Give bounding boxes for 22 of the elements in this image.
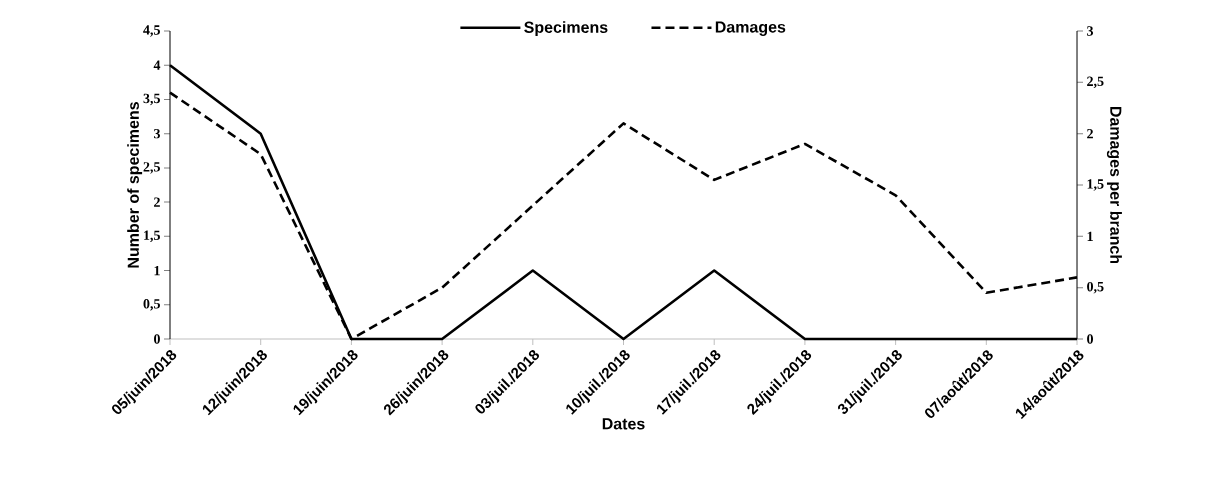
y-tick-label: 3,5 (143, 93, 160, 106)
y2-tick-label: 2,5 (1087, 76, 1104, 89)
y2-tick-label: 1 (1087, 231, 1093, 241)
y-tick-label: 1 (154, 265, 160, 276)
x-axis-title: Dates (602, 418, 645, 430)
y-axis-title: Number of specimens (127, 102, 143, 268)
y-tick-label: 1,5 (144, 230, 160, 243)
y2-axis-title: Damages per branch (1106, 106, 1122, 264)
y2-tick-label: 1,5 (1087, 179, 1104, 191)
y-tick-label: 4,5 (143, 25, 160, 37)
y2-tick-label: 0,5 (1087, 281, 1104, 294)
y2-tick-label: 3 (1087, 26, 1094, 36)
y-tick-label: 2 (154, 197, 160, 207)
y-tick-label: 0,5 (143, 299, 160, 311)
y-tick-label: 0 (154, 334, 160, 344)
y-tick-label: 4 (153, 60, 161, 70)
y2-tick-label: 2 (1087, 129, 1093, 139)
y2-tick-label: 0 (1087, 334, 1094, 344)
y-tick-label: 3 (154, 128, 160, 139)
legend-label: Specimens (524, 21, 608, 37)
legend-label: Damages (715, 21, 786, 36)
y-tick-label: 2,5 (143, 162, 160, 174)
